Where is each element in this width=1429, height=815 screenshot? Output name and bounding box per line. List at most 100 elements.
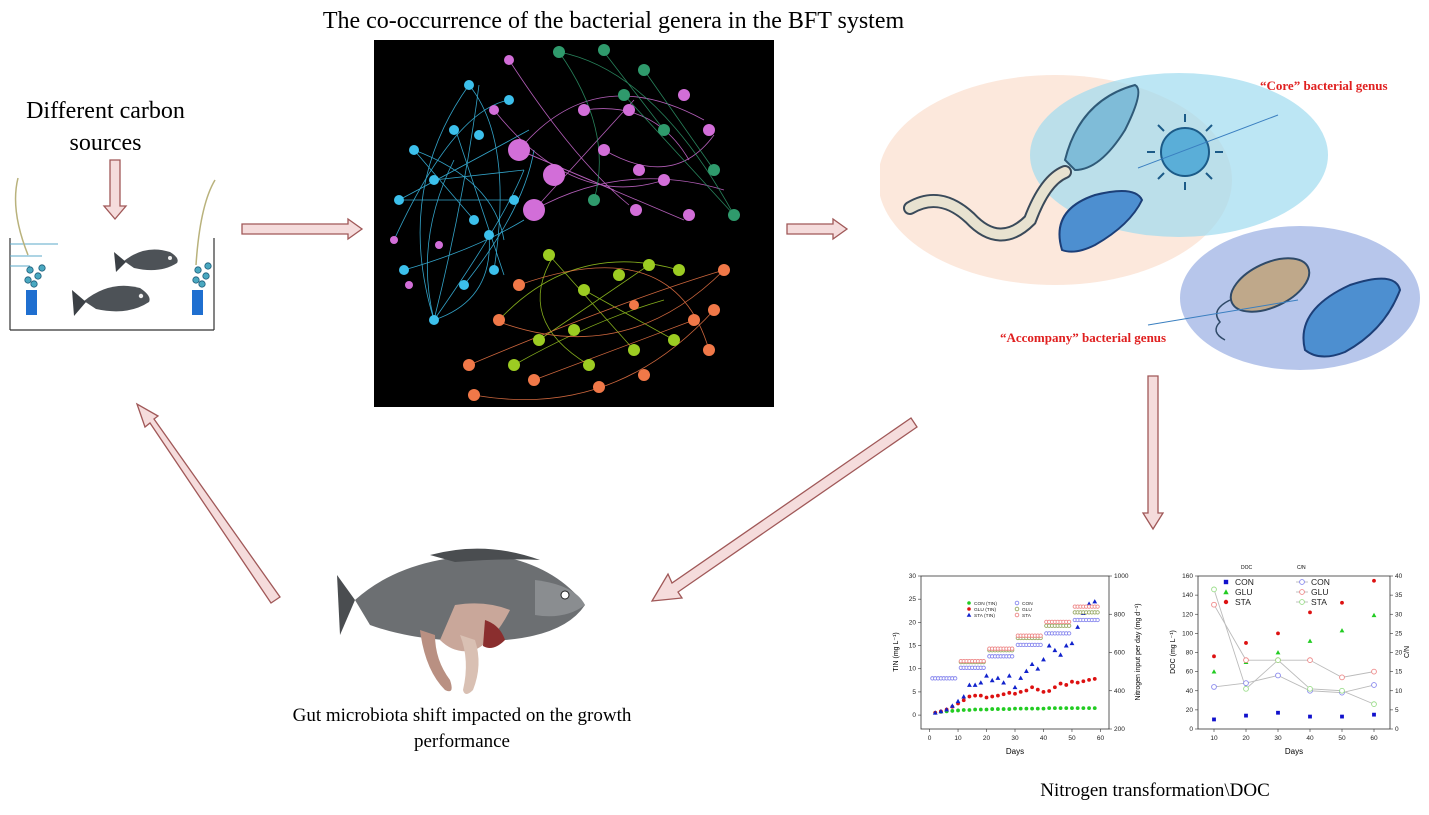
doc-point <box>1307 638 1313 643</box>
tin-chart-ticks: 0 10 20 30 40 50 60051015202530200400600800100… <box>909 573 1129 742</box>
doc-y2-tick-label: 25 <box>1395 630 1403 637</box>
tin-point <box>978 707 983 712</box>
tin-legend-label: STA <box>1022 613 1032 619</box>
tin-chart-xlabel: Days <box>1006 747 1024 756</box>
bacteria-venn-illustration <box>880 73 1420 370</box>
tin-point <box>950 709 955 713</box>
pink-edges <box>493 59 725 221</box>
tin-point <box>1030 706 1034 711</box>
doc-legend-label: STA <box>1311 597 1327 607</box>
dorsal-fin <box>430 548 540 562</box>
doc-point <box>1211 601 1217 608</box>
tin-point <box>1066 631 1072 636</box>
pink-nodes <box>390 55 715 289</box>
tin-point <box>1035 666 1041 671</box>
air-stone-left <box>26 290 37 315</box>
tin-point <box>1038 633 1043 638</box>
bubbles-right <box>192 262 212 288</box>
core-genus-label: “Core” bacterial genus <box>1260 78 1388 93</box>
tin-y-tick-label: 15 <box>909 643 917 650</box>
tin-y-tick-label: 25 <box>909 596 917 603</box>
doc-point <box>1308 610 1312 615</box>
tin-x-tick-label: 40 <box>1040 735 1048 742</box>
virus-particle <box>1147 114 1223 190</box>
water-lines <box>10 243 58 267</box>
doc-y-tick-label: 40 <box>1186 688 1194 695</box>
tin-legend-marker <box>1014 600 1020 606</box>
tin-point <box>1041 657 1046 662</box>
tin-point <box>961 698 966 703</box>
doc-chart-lines <box>1213 589 1375 705</box>
doc-x-tick-label: 10 <box>1210 735 1218 742</box>
tin-point <box>1081 679 1086 684</box>
doc-legend-marker <box>1299 589 1305 595</box>
fish-large <box>72 285 150 316</box>
tin-point <box>1038 642 1043 648</box>
doc-legend-label: CON <box>1311 577 1330 587</box>
doc-point <box>1372 578 1376 583</box>
tin-point <box>1010 654 1015 659</box>
tin-point <box>956 708 960 713</box>
tin-legend-marker <box>966 612 972 617</box>
doc-legend-label: GLU <box>1235 587 1252 597</box>
doc-y-tick-label: 120 <box>1182 611 1193 618</box>
tin-point <box>1058 706 1063 711</box>
tin-point <box>989 677 995 683</box>
doc-chart: 10 20 30 40 50 60 0 20 40 60 80 100 120 140 160 0 5 10 15 2… <box>1170 565 1411 756</box>
tin-point <box>1087 677 1091 682</box>
tin-y-tick-label: 10 <box>909 666 917 673</box>
air-tube-right <box>195 179 216 266</box>
doc-legend-title-left: DOC <box>1241 565 1253 571</box>
tin-point <box>1013 706 1017 711</box>
tin-point <box>967 694 972 699</box>
tin-point <box>996 707 1000 711</box>
tin-point <box>972 682 978 687</box>
gut-microbiota-label: Gut microbiota shift impacted on the gro… <box>292 705 632 752</box>
tin-y2-tick-label: 400 <box>1114 688 1125 695</box>
tin-point <box>1010 646 1015 651</box>
bacillus-core <box>1058 190 1144 253</box>
tin-point <box>1046 643 1052 648</box>
doc-point <box>1371 668 1377 675</box>
doc-y-tick-label: 20 <box>1186 707 1194 714</box>
carbon-sources-label: Different carbon sources <box>26 98 185 156</box>
tin-point <box>944 707 950 712</box>
doc-y-tick-label: 140 <box>1182 592 1193 599</box>
spirillum-bacterium <box>903 165 1072 242</box>
fish-body <box>355 555 585 641</box>
tin-y-tick-label: 30 <box>909 573 917 580</box>
tin-point <box>1095 617 1100 623</box>
tin-point <box>949 703 955 708</box>
doc-point <box>1371 701 1377 707</box>
tin-point <box>1030 685 1034 690</box>
tin-point <box>1047 706 1052 711</box>
tin-point <box>978 680 984 685</box>
doc-legend-marker <box>1223 579 1229 585</box>
tin-legend-marker <box>967 607 971 611</box>
fish-small <box>114 249 178 272</box>
doc-x-tick-label: 30 <box>1274 735 1282 742</box>
tin-point <box>1058 652 1063 657</box>
tin-point <box>981 658 986 664</box>
tin-point <box>1013 691 1017 696</box>
doc-y2-tick-label: 30 <box>1395 611 1403 618</box>
doc-y-tick-label: 80 <box>1186 650 1194 657</box>
tin-y2-tick-label: 600 <box>1114 650 1125 657</box>
doc-point <box>1243 680 1249 686</box>
tin-point <box>1035 706 1040 711</box>
tin-point <box>1087 706 1091 711</box>
tin-point <box>1035 687 1040 692</box>
tin-legend-label: STA (TIN) <box>974 613 995 619</box>
tin-legend-marker <box>1014 612 1020 618</box>
doc-chart-ylabel: DOC (mg L⁻¹) <box>1170 630 1177 674</box>
doc-point <box>1243 657 1249 664</box>
tin-point <box>1069 640 1075 646</box>
doc-point <box>1308 714 1312 719</box>
tin-point <box>996 693 1000 698</box>
doc-point <box>1372 712 1376 717</box>
tin-point <box>1001 707 1006 711</box>
air-stone-right <box>192 290 203 315</box>
doc-point <box>1244 713 1248 718</box>
tin-legend-label: CON (TIN) <box>974 601 997 607</box>
tin-point <box>973 707 978 712</box>
